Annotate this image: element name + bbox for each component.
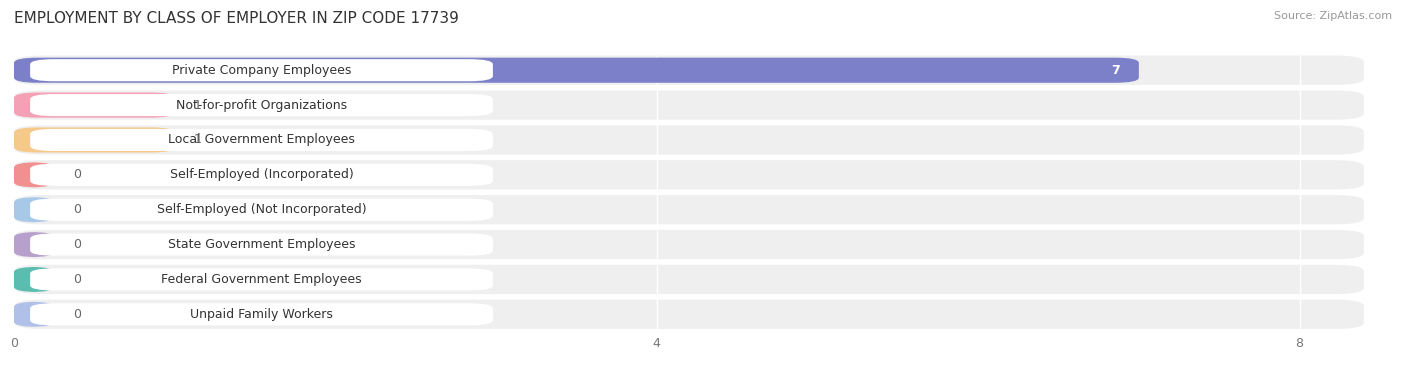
Text: 0: 0 [73, 169, 82, 181]
Text: State Government Employees: State Government Employees [167, 238, 356, 251]
Text: 0: 0 [73, 203, 82, 216]
Text: EMPLOYMENT BY CLASS OF EMPLOYER IN ZIP CODE 17739: EMPLOYMENT BY CLASS OF EMPLOYER IN ZIP C… [14, 11, 458, 26]
FancyBboxPatch shape [14, 90, 1364, 120]
FancyBboxPatch shape [14, 267, 55, 292]
FancyBboxPatch shape [14, 197, 55, 222]
FancyBboxPatch shape [14, 127, 174, 153]
FancyBboxPatch shape [14, 164, 49, 186]
FancyBboxPatch shape [14, 300, 1364, 329]
FancyBboxPatch shape [14, 265, 1364, 294]
FancyBboxPatch shape [14, 58, 1139, 83]
FancyBboxPatch shape [14, 55, 1364, 85]
FancyBboxPatch shape [14, 302, 55, 327]
FancyBboxPatch shape [14, 230, 1364, 259]
Text: 7: 7 [1111, 64, 1119, 77]
Text: 0: 0 [73, 308, 82, 321]
Text: Private Company Employees: Private Company Employees [172, 64, 352, 77]
FancyBboxPatch shape [30, 233, 494, 256]
Text: Local Government Employees: Local Government Employees [169, 133, 354, 146]
Text: Unpaid Family Workers: Unpaid Family Workers [190, 308, 333, 321]
FancyBboxPatch shape [14, 195, 1364, 224]
FancyBboxPatch shape [14, 162, 55, 187]
Text: Not-for-profit Organizations: Not-for-profit Organizations [176, 99, 347, 112]
FancyBboxPatch shape [30, 199, 494, 221]
FancyBboxPatch shape [14, 160, 1364, 190]
Text: Federal Government Employees: Federal Government Employees [162, 273, 361, 286]
FancyBboxPatch shape [14, 232, 55, 257]
FancyBboxPatch shape [14, 233, 49, 256]
FancyBboxPatch shape [30, 303, 494, 325]
FancyBboxPatch shape [30, 268, 494, 291]
Text: 1: 1 [194, 133, 202, 146]
FancyBboxPatch shape [30, 94, 494, 116]
Text: 0: 0 [73, 238, 82, 251]
FancyBboxPatch shape [14, 199, 49, 221]
FancyBboxPatch shape [14, 303, 49, 325]
Text: Self-Employed (Not Incorporated): Self-Employed (Not Incorporated) [156, 203, 367, 216]
Text: Source: ZipAtlas.com: Source: ZipAtlas.com [1274, 11, 1392, 21]
FancyBboxPatch shape [14, 125, 1364, 155]
Text: 1: 1 [194, 99, 202, 112]
Text: Self-Employed (Incorporated): Self-Employed (Incorporated) [170, 169, 353, 181]
FancyBboxPatch shape [14, 59, 49, 81]
Text: 0: 0 [73, 273, 82, 286]
FancyBboxPatch shape [30, 164, 494, 186]
FancyBboxPatch shape [14, 268, 49, 291]
FancyBboxPatch shape [30, 129, 494, 151]
FancyBboxPatch shape [14, 129, 49, 151]
FancyBboxPatch shape [14, 92, 174, 118]
FancyBboxPatch shape [30, 59, 494, 81]
FancyBboxPatch shape [14, 94, 49, 116]
